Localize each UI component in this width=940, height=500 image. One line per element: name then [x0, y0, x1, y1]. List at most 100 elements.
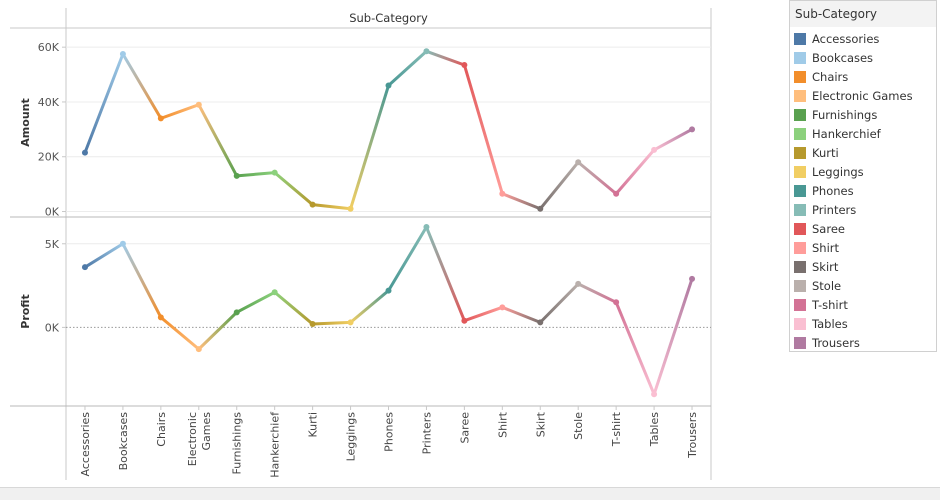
legend-item[interactable]: Stole [790, 276, 936, 295]
profit-point [309, 321, 316, 328]
legend-item[interactable]: Phones [790, 181, 936, 200]
legend-item[interactable]: Furnishings [790, 105, 936, 124]
amount-point [81, 149, 88, 156]
column-header: Sub-Category [349, 11, 428, 25]
legend-item[interactable]: Tables [790, 314, 936, 333]
legend-label: Shirt [812, 240, 840, 255]
chart-area: Sub-Category 0K 20K 40K 60K Amount 0K 5K Profit A… [10, 8, 712, 480]
legend-item[interactable]: T-shirt [790, 295, 936, 314]
legend-swatch [794, 146, 806, 159]
profit-point [651, 391, 658, 398]
bottom-scrollbar[interactable] [0, 487, 940, 500]
profit-point [613, 299, 620, 306]
legend-title: Sub-Category [790, 1, 936, 27]
amount-point [651, 146, 658, 153]
x-tick-label: Tables [648, 412, 661, 447]
legend-label: Trousers [812, 335, 860, 350]
profit-line-segment [311, 320, 353, 326]
legend-item[interactable]: Printers [790, 200, 936, 219]
legend-item[interactable]: Trousers [790, 333, 936, 352]
legend-item[interactable]: Accessories [790, 29, 936, 48]
x-tick-label: Kurti [307, 412, 320, 438]
amount-line-segment [273, 171, 315, 207]
legend-label: Stole [812, 278, 842, 293]
legend-label: Electronic Games [812, 88, 913, 103]
amount-line-segment [349, 84, 390, 211]
legend-swatch [794, 260, 806, 273]
x-tick-label: T-shirt [610, 411, 623, 447]
profit-line-segment [538, 282, 580, 324]
y-axis-title: Profit [19, 294, 32, 328]
profit-line-segment [652, 277, 694, 396]
legend-label: Bookcases [812, 50, 874, 65]
profit-line-segment [159, 315, 201, 351]
y-tick-label: 0K [45, 321, 60, 334]
legend-item[interactable]: Kurti [790, 143, 936, 162]
x-tick-label: Shirt [496, 411, 509, 438]
profit-line-segment [576, 282, 618, 304]
legend-item[interactable]: Leggings [790, 162, 936, 181]
legend-label: Phones [812, 183, 854, 198]
amount-line-segment [462, 63, 504, 196]
profit-line-segment [83, 242, 125, 269]
profit-point [271, 289, 278, 296]
profit-point [423, 224, 430, 231]
legend-swatch [794, 317, 806, 330]
legend-item[interactable]: Bookcases [790, 48, 936, 67]
legend-label: T-shirt [812, 297, 848, 312]
x-tick-label: Leggings [345, 412, 358, 462]
amount-line-segment [159, 103, 201, 120]
legend-item[interactable]: Chairs [790, 67, 936, 86]
x-tick-label: Skirt [534, 411, 547, 437]
legend-swatch [794, 89, 806, 102]
amount-line-segment [121, 52, 163, 120]
y-axis-title: Amount [19, 98, 32, 146]
amount-line-segment [235, 171, 277, 178]
profit-point [461, 317, 468, 324]
profit-point [157, 314, 164, 321]
legend-item[interactable]: Saree [790, 219, 936, 238]
amount-line-segment [197, 103, 239, 178]
amount-point [347, 205, 354, 212]
x-tick-label: Electronic [186, 412, 199, 466]
x-tick-label: Games [200, 412, 213, 451]
amount-line-segment [83, 52, 125, 155]
legend-label: Chairs [812, 69, 849, 84]
legend-item[interactable]: Shirt [790, 238, 936, 257]
legend-swatch [794, 184, 806, 197]
y-tick-label: 0K [45, 206, 60, 219]
profit-line-segment [235, 290, 277, 314]
profit-line-segment [500, 305, 542, 324]
legend-swatch [794, 127, 806, 140]
legend-item[interactable]: Electronic Games [790, 86, 936, 105]
legend-swatch [794, 222, 806, 235]
y-tick-label: 20K [38, 151, 60, 164]
x-tick-label: Hankerchief [269, 411, 282, 478]
legend-list: Accessories Bookcases Chairs Electronic Gam… [790, 27, 936, 352]
amount-point [157, 115, 164, 122]
x-tick-label: Phones [383, 412, 396, 452]
legend-item[interactable]: Skirt [790, 257, 936, 276]
legend-swatch [794, 108, 806, 121]
legend-item[interactable]: Hankerchief [790, 124, 936, 143]
amount-point [233, 172, 240, 179]
profit-line-segment [349, 289, 390, 324]
profit-point [575, 280, 582, 287]
profit-line-segment [424, 225, 466, 323]
x-tick-label: Trousers [686, 412, 699, 459]
profit-point [499, 304, 506, 311]
profit-point [195, 346, 202, 353]
legend-label: Accessories [812, 31, 880, 46]
y-tick-label: 5K [45, 238, 60, 251]
profit-line-segment [121, 242, 163, 319]
amount-point [499, 190, 506, 197]
chart-svg: Sub-Category 0K 20K 40K 60K Amount 0K 5K Profit A… [10, 8, 712, 480]
profit-point [689, 275, 696, 282]
legend-swatch [794, 203, 806, 216]
legend-label: Leggings [812, 164, 864, 179]
amount-point [195, 101, 202, 108]
profit-point [385, 287, 392, 294]
profit-line-segment [197, 310, 239, 351]
amount-point [613, 190, 620, 197]
legend-label: Furnishings [812, 107, 878, 122]
